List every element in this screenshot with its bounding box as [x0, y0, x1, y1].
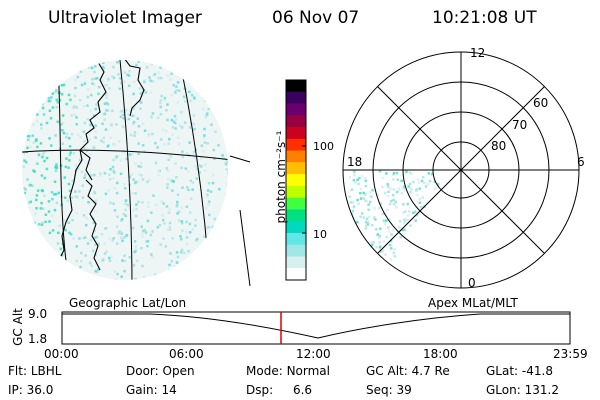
dsp-value: 6.6 [292, 383, 313, 397]
mlt-label-18: 18 [347, 155, 363, 169]
door-value: Open [162, 364, 195, 378]
glat-field: GLat: -41.8 [486, 364, 553, 378]
xtick-0000: 00:00 [44, 347, 79, 361]
mlat-label-60: 60 [533, 96, 549, 110]
xtick-0600: 06:00 [169, 347, 204, 361]
mode-value: Normal [286, 364, 330, 378]
gcalt-value: 4.7 Re [411, 364, 450, 378]
mlt-label-6: 6 [577, 155, 585, 169]
flt-field: Flt: LBHL [8, 364, 61, 378]
ip-value: 36.0 [26, 383, 54, 397]
apex-label: Apex MLat/MLT [428, 296, 518, 310]
mlat-label-80: 80 [491, 139, 507, 153]
glon-field: GLon: 131.2 [486, 383, 559, 397]
altitude-ylabel: GC Alt [11, 308, 25, 346]
colorbar-unit-label: photon cm⁻²s⁻¹ [274, 130, 288, 224]
seq-field: Seq: 39 [366, 383, 412, 397]
gcalt-field: GC Alt: 4.7 Re [366, 364, 450, 378]
mlt-label-0: 0 [468, 276, 476, 290]
mlt-label-12: 12 [470, 46, 486, 60]
time-label: 10:21:08 UT [432, 8, 537, 28]
gcalt-label: GC Alt: [366, 364, 408, 378]
flt-value: LBHL [30, 364, 62, 378]
geographic-image [22, 60, 251, 287]
seq-label: Seq: [366, 383, 393, 397]
altitude-plot [61, 311, 571, 345]
door-field: Door: Open [126, 364, 195, 378]
gain-label: Gain: [126, 383, 158, 397]
geographic-label: Geographic Lat/Lon [69, 296, 187, 310]
colorbar-tick-10: 10 [313, 228, 327, 241]
dsp-label: Dsp: [246, 383, 274, 397]
altitude-ytick-top: 9.0 [28, 307, 48, 321]
xtick-1200: 12:00 [296, 347, 331, 361]
dsp-field: Dsp: 6.6 [246, 383, 312, 397]
xtick-2359: 23:59 [553, 347, 588, 361]
glat-value: -41.8 [521, 364, 553, 378]
mode-field: Mode: Normal [246, 364, 330, 378]
colorbar [285, 79, 307, 281]
colorbar-tick-100: 100 [313, 140, 334, 153]
mlat-label-70: 70 [512, 118, 528, 132]
glon-label: GLon: [486, 383, 521, 397]
altitude-ytick-bottom: 1.8 [28, 332, 48, 346]
mode-label: Mode: [246, 364, 283, 378]
seq-value: 39 [396, 383, 412, 397]
gain-field: Gain: 14 [126, 383, 177, 397]
door-label: Door: [126, 364, 159, 378]
flt-label: Flt: [8, 364, 27, 378]
gain-value: 14 [161, 383, 177, 397]
ip-label: IP: [8, 383, 23, 397]
date-label: 06 Nov 07 [272, 8, 360, 28]
instrument-title: Ultraviolet Imager [48, 8, 202, 28]
glon-value: 131.2 [524, 383, 559, 397]
xtick-1800: 18:00 [423, 347, 458, 361]
ip-field: IP: 36.0 [8, 383, 53, 397]
glat-label: GLat: [486, 364, 519, 378]
polar-plot [342, 51, 580, 289]
